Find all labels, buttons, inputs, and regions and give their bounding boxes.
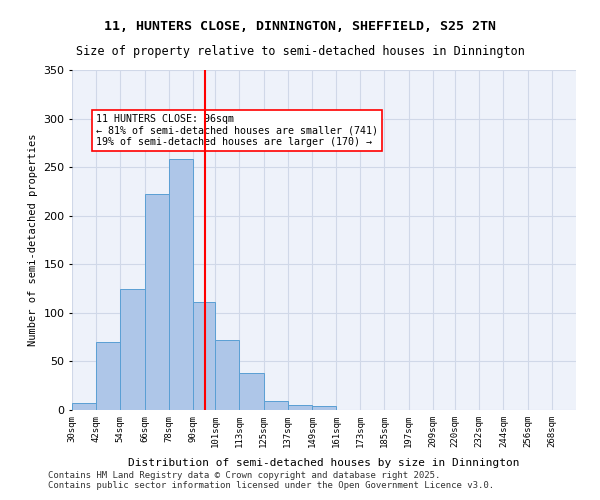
Y-axis label: Number of semi-detached properties: Number of semi-detached properties — [28, 134, 38, 346]
Bar — [72, 403, 96, 410]
Text: 11, HUNTERS CLOSE, DINNINGTON, SHEFFIELD, S25 2TN: 11, HUNTERS CLOSE, DINNINGTON, SHEFFIELD… — [104, 20, 496, 33]
Bar — [121, 288, 145, 410]
X-axis label: Distribution of semi-detached houses by size in Dinnington: Distribution of semi-detached houses by … — [128, 458, 520, 468]
Text: Size of property relative to semi-detached houses in Dinnington: Size of property relative to semi-detach… — [76, 45, 524, 58]
Bar — [169, 160, 193, 410]
Bar — [288, 405, 312, 410]
Bar — [263, 402, 288, 410]
Bar — [193, 302, 215, 410]
Bar — [215, 340, 239, 410]
Text: Contains HM Land Registry data © Crown copyright and database right 2025.
Contai: Contains HM Land Registry data © Crown c… — [48, 470, 494, 490]
Bar — [96, 342, 121, 410]
Text: 11 HUNTERS CLOSE: 96sqm
← 81% of semi-detached houses are smaller (741)
19% of s: 11 HUNTERS CLOSE: 96sqm ← 81% of semi-de… — [96, 114, 378, 147]
Bar — [145, 194, 169, 410]
Bar — [312, 406, 336, 410]
Bar — [239, 373, 263, 410]
